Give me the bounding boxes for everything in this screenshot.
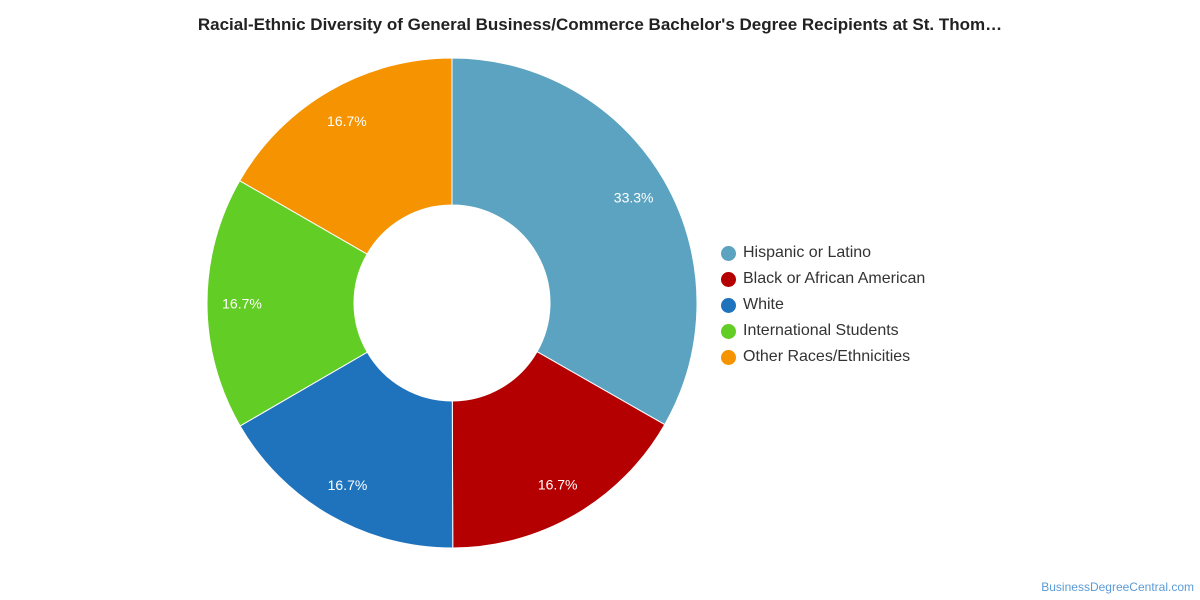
legend-label: Other Races/Ethnicities bbox=[743, 348, 911, 365]
legend-item-international-students[interactable]: International Students bbox=[721, 318, 925, 344]
legend-item-other-races-ethnicities[interactable]: Other Races/Ethnicities bbox=[721, 344, 925, 370]
legend-label: White bbox=[743, 296, 784, 313]
legend-item-white[interactable]: White bbox=[721, 292, 925, 318]
slice-international-students[interactable] bbox=[206, 180, 368, 427]
legend-swatch bbox=[721, 245, 736, 261]
chart-title: Racial-Ethnic Diversity of General Busin… bbox=[197, 15, 1003, 34]
legend-swatch bbox=[721, 349, 736, 365]
slice-white[interactable] bbox=[239, 351, 454, 549]
legend: Hispanic or Latino Black or African Ameri… bbox=[721, 240, 925, 370]
data-label-other-races-ethnicities: 16.7% bbox=[327, 113, 367, 129]
slice-other-races-ethnicities[interactable] bbox=[239, 57, 453, 255]
legend-swatch bbox=[721, 297, 736, 313]
slices-group bbox=[206, 57, 698, 549]
data-label-hispanic-or-latino: 33.3% bbox=[614, 190, 654, 206]
legend-swatch bbox=[721, 271, 736, 287]
slice-hispanic-or-latino[interactable] bbox=[451, 57, 698, 426]
legend-item-hispanic-or-latino[interactable]: Hispanic or Latino bbox=[721, 240, 925, 266]
data-label-white: 16.7% bbox=[328, 477, 368, 493]
source-credit-link[interactable]: BusinessDegreeCentral.com bbox=[1041, 580, 1194, 594]
slice-black-or-african-american[interactable] bbox=[451, 350, 666, 549]
data-labels-group: 33.3% 16.7% 16.7% 16.7% 16.7% bbox=[222, 113, 653, 493]
legend-label: Hispanic or Latino bbox=[743, 244, 872, 261]
data-label-black-or-african-american: 16.7% bbox=[538, 476, 578, 492]
data-label-international-students: 16.7% bbox=[222, 295, 262, 311]
legend-swatch bbox=[721, 323, 736, 339]
legend-label: International Students bbox=[743, 322, 899, 339]
legend-item-black-or-african-american[interactable]: Black or African American bbox=[721, 266, 925, 292]
legend-label: Black or African American bbox=[743, 270, 926, 287]
